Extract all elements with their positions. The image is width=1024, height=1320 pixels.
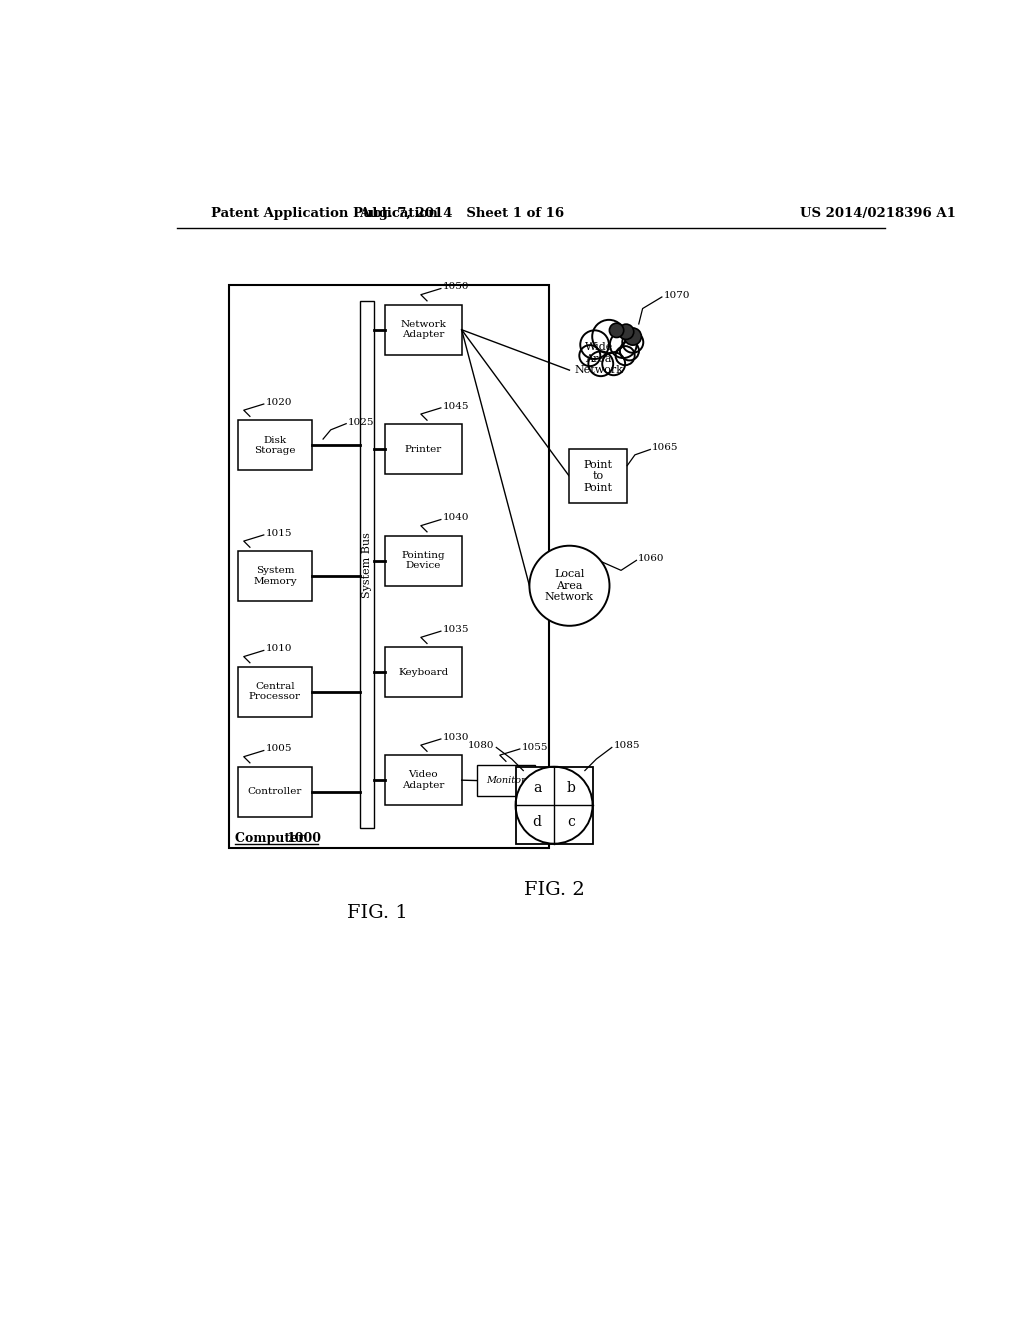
Text: 1040: 1040 bbox=[442, 513, 469, 523]
Bar bbox=[239, 767, 311, 817]
Text: 1055: 1055 bbox=[521, 743, 548, 752]
Circle shape bbox=[529, 545, 609, 626]
Text: 1065: 1065 bbox=[652, 444, 678, 453]
Text: 1010: 1010 bbox=[265, 644, 292, 653]
Circle shape bbox=[602, 352, 625, 375]
Text: FIG. 2: FIG. 2 bbox=[523, 880, 585, 899]
Text: 1025: 1025 bbox=[348, 417, 374, 426]
Text: Local
Area
Network: Local Area Network bbox=[545, 569, 594, 602]
Text: Printer: Printer bbox=[404, 445, 441, 454]
Bar bbox=[239, 667, 311, 717]
Text: 1000: 1000 bbox=[286, 832, 322, 845]
Bar bbox=[360, 301, 374, 829]
Circle shape bbox=[625, 327, 641, 345]
Text: Computer: Computer bbox=[236, 832, 309, 845]
Text: Aug. 7, 2014   Sheet 1 of 16: Aug. 7, 2014 Sheet 1 of 16 bbox=[359, 207, 564, 220]
Text: Video
Adapter: Video Adapter bbox=[402, 771, 444, 789]
Text: 1080: 1080 bbox=[468, 741, 494, 750]
Circle shape bbox=[610, 331, 637, 358]
Bar bbox=[385, 536, 462, 586]
Text: Central
Processor: Central Processor bbox=[249, 682, 301, 701]
Text: Wide
Area
Network: Wide Area Network bbox=[574, 342, 624, 375]
Bar bbox=[385, 305, 462, 355]
Text: c: c bbox=[567, 816, 574, 829]
Bar bbox=[385, 755, 462, 805]
Text: Point
to
Point: Point to Point bbox=[584, 459, 612, 492]
Text: d: d bbox=[532, 816, 542, 829]
Text: US 2014/0218396 A1: US 2014/0218396 A1 bbox=[801, 207, 956, 220]
Text: 1015: 1015 bbox=[265, 529, 292, 537]
Text: Keyboard: Keyboard bbox=[398, 668, 449, 677]
Circle shape bbox=[623, 331, 643, 352]
Text: a: a bbox=[532, 781, 542, 795]
Bar bbox=[515, 767, 593, 843]
Circle shape bbox=[609, 323, 624, 338]
Bar bbox=[477, 766, 535, 796]
Text: 1085: 1085 bbox=[614, 741, 641, 750]
Text: 1020: 1020 bbox=[265, 399, 292, 407]
Text: Patent Application Publication: Patent Application Publication bbox=[211, 207, 438, 220]
Text: System
Memory: System Memory bbox=[253, 566, 297, 586]
Bar bbox=[385, 424, 462, 474]
Circle shape bbox=[620, 342, 639, 360]
Circle shape bbox=[618, 325, 634, 339]
Circle shape bbox=[581, 330, 609, 359]
Text: 1030: 1030 bbox=[442, 733, 469, 742]
Circle shape bbox=[592, 319, 626, 354]
Bar bbox=[569, 449, 628, 503]
Bar bbox=[239, 420, 311, 470]
Text: Disk
Storage: Disk Storage bbox=[254, 436, 296, 455]
Bar bbox=[385, 647, 462, 697]
Bar bbox=[239, 552, 311, 601]
Text: 1005: 1005 bbox=[265, 744, 292, 754]
Text: 1060: 1060 bbox=[638, 554, 665, 564]
Text: 1050: 1050 bbox=[442, 282, 469, 292]
Text: b: b bbox=[566, 781, 575, 795]
Circle shape bbox=[589, 351, 613, 376]
Text: FIG. 1: FIG. 1 bbox=[346, 904, 408, 921]
Circle shape bbox=[580, 345, 600, 366]
Bar bbox=[229, 285, 549, 847]
Text: 1035: 1035 bbox=[442, 626, 469, 634]
Text: 1045: 1045 bbox=[442, 401, 469, 411]
Text: Controller: Controller bbox=[248, 787, 302, 796]
Text: Network
Adapter: Network Adapter bbox=[400, 319, 446, 339]
Text: Monitor: Monitor bbox=[486, 776, 525, 785]
Circle shape bbox=[615, 346, 635, 366]
Text: Pointing
Device: Pointing Device bbox=[401, 550, 445, 570]
Text: 1070: 1070 bbox=[664, 290, 690, 300]
Text: System Bus: System Bus bbox=[361, 532, 372, 598]
